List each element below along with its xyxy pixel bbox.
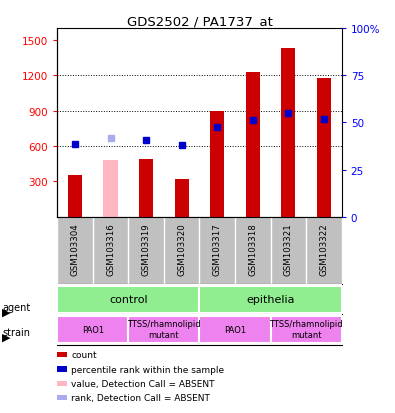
Bar bbox=[103, 161, 118, 217]
Text: TTSS/rhamnolipid
mutant: TTSS/rhamnolipid mutant bbox=[269, 320, 343, 339]
Bar bbox=[210, 111, 224, 217]
Text: ▶: ▶ bbox=[2, 307, 11, 317]
Text: ▶: ▶ bbox=[2, 332, 11, 342]
Text: value, Detection Call = ABSENT: value, Detection Call = ABSENT bbox=[71, 379, 214, 388]
Text: GSM103319: GSM103319 bbox=[142, 223, 150, 275]
Text: rank, Detection Call = ABSENT: rank, Detection Call = ABSENT bbox=[71, 393, 210, 402]
Text: GSM103316: GSM103316 bbox=[106, 223, 115, 275]
Bar bbox=[175, 180, 189, 217]
Bar bbox=[317, 78, 331, 217]
Bar bbox=[57, 286, 199, 313]
Text: control: control bbox=[109, 294, 148, 304]
Text: epithelia: epithelia bbox=[246, 294, 295, 304]
Text: percentile rank within the sample: percentile rank within the sample bbox=[71, 365, 224, 374]
Text: count: count bbox=[71, 351, 97, 359]
Bar bbox=[246, 72, 260, 217]
Bar bbox=[199, 316, 271, 344]
Bar bbox=[57, 316, 128, 344]
Text: PAO1: PAO1 bbox=[82, 325, 104, 334]
Bar bbox=[199, 286, 342, 313]
Text: GSM103317: GSM103317 bbox=[213, 223, 222, 275]
Text: GSM103318: GSM103318 bbox=[248, 223, 257, 275]
Text: PAO1: PAO1 bbox=[224, 325, 246, 334]
Bar bbox=[139, 159, 153, 217]
Text: GSM103322: GSM103322 bbox=[320, 223, 328, 275]
Bar bbox=[68, 176, 82, 217]
Bar bbox=[128, 316, 199, 344]
Text: GSM103320: GSM103320 bbox=[177, 223, 186, 275]
Text: GSM103304: GSM103304 bbox=[71, 223, 79, 275]
Bar bbox=[281, 49, 295, 217]
Text: agent: agent bbox=[2, 303, 30, 313]
Title: GDS2502 / PA1737_at: GDS2502 / PA1737_at bbox=[126, 15, 273, 28]
Text: strain: strain bbox=[2, 328, 30, 337]
Bar bbox=[271, 316, 342, 344]
Text: GSM103321: GSM103321 bbox=[284, 223, 293, 275]
Text: TTSS/rhamnolipid
mutant: TTSS/rhamnolipid mutant bbox=[127, 320, 201, 339]
